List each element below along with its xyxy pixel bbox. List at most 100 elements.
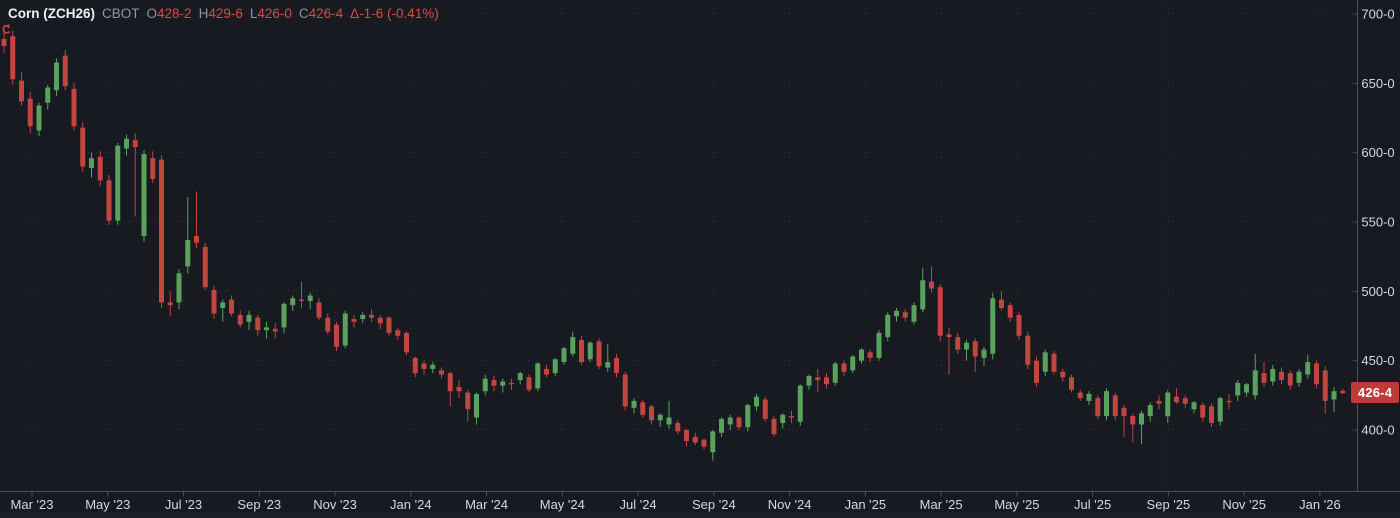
candle-body xyxy=(71,88,77,127)
candle-body xyxy=(369,314,374,318)
candle-body xyxy=(229,299,234,314)
candle-body xyxy=(62,55,68,87)
price-axis-label: 550-0 xyxy=(1361,215,1394,230)
candle-body xyxy=(115,145,121,221)
time-axis-label: Nov '25 xyxy=(1222,497,1266,512)
time-axis-label: Jul '23 xyxy=(165,497,202,512)
candle-body xyxy=(202,246,208,288)
candle-body xyxy=(325,317,331,332)
candle-body xyxy=(1209,406,1214,424)
candle-body xyxy=(1340,390,1346,394)
candle-body xyxy=(456,387,462,392)
candle-body xyxy=(1060,371,1066,378)
candle-body xyxy=(106,180,112,221)
candle-body xyxy=(1165,392,1171,417)
candle-body xyxy=(920,280,926,310)
symbol-name[interactable]: Corn (ZCH26) xyxy=(8,6,95,21)
candle-body xyxy=(1226,400,1232,403)
candle-body xyxy=(167,302,173,306)
candle-body xyxy=(1191,402,1197,410)
candle-body xyxy=(1279,371,1284,381)
candle-body xyxy=(141,154,147,236)
time-axis-label: May '23 xyxy=(85,497,130,512)
time-axis-label: Mar '25 xyxy=(920,497,963,512)
time-axis-label: Nov '23 xyxy=(313,497,357,512)
candle-body xyxy=(89,158,94,168)
candle-body xyxy=(579,339,584,363)
price-axis[interactable] xyxy=(1358,0,1400,491)
candle-body xyxy=(54,62,59,91)
candle-body xyxy=(955,337,961,350)
candle-body xyxy=(1252,370,1258,396)
candle-body xyxy=(509,382,514,385)
price-axis-label: 600-0 xyxy=(1361,145,1394,160)
high-readout: H 429-6 xyxy=(198,6,243,21)
candle-body xyxy=(246,314,252,322)
candle-body xyxy=(45,87,51,103)
candle-body xyxy=(719,418,724,433)
candle-body xyxy=(281,303,287,328)
candle-body xyxy=(544,368,549,375)
candle-body xyxy=(255,317,261,331)
candle-body xyxy=(1112,395,1118,417)
candle-body xyxy=(780,414,786,424)
candle-body xyxy=(535,363,541,389)
candle-body xyxy=(929,281,934,289)
time-axis-label: Jul '24 xyxy=(619,497,656,512)
time-axis-label: May '24 xyxy=(540,497,585,512)
candle-body xyxy=(517,373,523,381)
close-readout: C 426-4 xyxy=(298,6,344,21)
candle-body xyxy=(622,374,628,407)
candle-body xyxy=(902,312,908,318)
time-axis-label: Jan '25 xyxy=(845,497,887,512)
candle-body xyxy=(500,381,506,386)
candle-body xyxy=(885,314,891,338)
candle-body xyxy=(27,98,33,127)
candle-body xyxy=(605,362,611,368)
candle-body xyxy=(946,334,952,338)
candle-body xyxy=(1296,371,1302,383)
candle-body xyxy=(237,314,243,325)
candle-body xyxy=(351,319,357,322)
bottom-strip xyxy=(0,513,1400,518)
candle-body xyxy=(360,314,366,320)
candle-body xyxy=(264,327,269,331)
candle-body xyxy=(1156,400,1162,404)
candle-body xyxy=(867,352,873,358)
candle-body xyxy=(614,357,619,374)
change-readout: Δ-1-6 (-0.41%) xyxy=(350,6,439,21)
candle-body xyxy=(1322,370,1328,401)
candle-body xyxy=(692,436,698,443)
candle-body xyxy=(1025,335,1031,365)
time-axis-label: Sep '24 xyxy=(692,497,736,512)
candle-body xyxy=(762,399,768,419)
time-axis-label: Jan '24 xyxy=(390,497,432,512)
candle-body xyxy=(824,377,829,385)
candle-body xyxy=(316,302,322,318)
candle-body xyxy=(97,156,103,181)
candle-body xyxy=(894,310,899,317)
candle-body xyxy=(1130,416,1136,425)
candle-body xyxy=(290,298,296,306)
candle-body xyxy=(526,377,532,390)
candle-body xyxy=(657,414,663,421)
candle-body xyxy=(841,363,847,372)
time-axis[interactable] xyxy=(0,492,1357,518)
candle-body xyxy=(806,375,812,386)
candle-body xyxy=(1314,363,1319,385)
candle-body xyxy=(1069,377,1074,390)
candle-body xyxy=(1121,407,1127,417)
candle-body xyxy=(972,341,978,357)
candle-body xyxy=(211,289,217,314)
candle-body xyxy=(981,349,987,358)
candle-body xyxy=(570,337,576,354)
candle-body xyxy=(999,299,1004,308)
candle-body xyxy=(272,328,278,332)
candle-body xyxy=(832,363,838,383)
candle-body xyxy=(19,80,24,102)
candle-body xyxy=(727,417,733,425)
candle-body xyxy=(404,332,409,353)
candle-body xyxy=(377,317,383,324)
